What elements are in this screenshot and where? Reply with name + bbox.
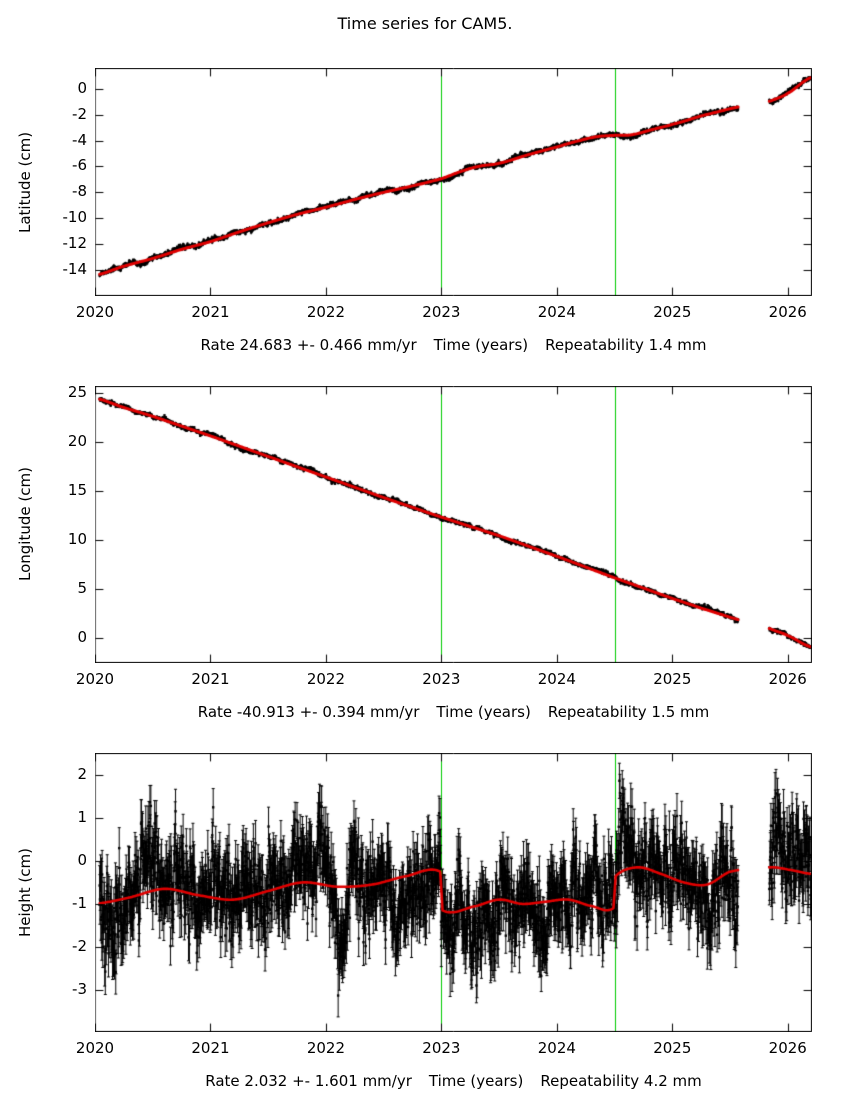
y-tick-label: -4: [72, 130, 87, 149]
y-tick-label: 2: [77, 764, 87, 783]
longitude-time-axis-label: Time (years): [436, 703, 531, 721]
longitude-axis-label: Longitude (cm): [16, 467, 34, 582]
y-tick-label: -2: [72, 104, 87, 123]
x-tick-label: 2026: [768, 670, 807, 688]
y-tick-label: -6: [72, 156, 87, 175]
x-tick-label: 2025: [653, 670, 692, 688]
y-tick-label: -8: [72, 182, 87, 201]
x-tick-label: 2026: [768, 1039, 807, 1057]
x-tick-label: 2023: [422, 303, 461, 321]
longitude-caption: Rate -40.913 +- 0.394 mm/yr Time (years) R…: [95, 703, 812, 721]
longitude-rate-label: Rate -40.913 +- 0.394 mm/yr: [197, 703, 420, 721]
x-tick-label: 2020: [75, 670, 115, 688]
figure-title: Time series for CAM5.: [337, 14, 513, 33]
x-tick-label: 2023: [422, 1039, 461, 1057]
height-rate-label: Rate 2.032 +- 1.601 mm/yr: [205, 1072, 412, 1090]
y-tick-label: -14: [62, 260, 88, 279]
y-tick-label: -10: [62, 208, 88, 227]
x-tick-label: 2022: [306, 670, 345, 688]
y-tick-label: 20: [67, 431, 87, 450]
x-tick-label: 2024: [537, 1039, 576, 1057]
latitude-plot-canvas: [95, 68, 812, 296]
latitude-repeatability-label: Repeatability 1.4 mm: [545, 336, 707, 354]
x-tick-label: 2025: [653, 303, 692, 321]
y-tick-label: 0: [77, 850, 87, 869]
height-repeatability-label: Repeatability 4.2 mm: [540, 1072, 702, 1090]
longitude-plot-canvas: [95, 386, 812, 663]
y-tick-label: 10: [67, 529, 87, 548]
x-tick-label: 2022: [306, 303, 345, 321]
latitude-time-axis-label: Time (years): [433, 336, 529, 354]
longitude-repeatability-label: Repeatability 1.5 mm: [547, 703, 710, 721]
y-tick-label: -1: [72, 893, 87, 912]
x-tick-label: 2020: [75, 1039, 115, 1057]
x-tick-label: 2021: [191, 1039, 230, 1057]
height-axis-label: Height (cm): [16, 848, 34, 937]
y-tick-label: 25: [67, 382, 87, 401]
x-tick-label: 2024: [537, 303, 576, 321]
y-tick-label: 0: [77, 627, 87, 646]
x-tick-label: 2025: [653, 1039, 692, 1057]
latitude-axis-label: Latitude (cm): [16, 131, 34, 233]
latitude-caption: Rate 24.683 +- 0.466 mm/yr Time (years) Re…: [95, 336, 812, 354]
latitude-rate-label: Rate 24.683 +- 0.466 mm/yr: [200, 336, 417, 354]
y-tick-label: -12: [62, 234, 88, 253]
y-tick-label: 15: [67, 480, 87, 499]
height-caption: Rate 2.032 +- 1.601 mm/yr Time (years) Rep…: [95, 1072, 812, 1090]
y-tick-label: 0: [77, 78, 87, 97]
y-tick-label: 1: [77, 807, 87, 826]
x-tick-label: 2021: [191, 303, 230, 321]
x-tick-label: 2023: [422, 670, 461, 688]
x-tick-label: 2024: [537, 670, 576, 688]
height-time-axis-label: Time (years): [428, 1072, 524, 1090]
y-tick-label: -2: [72, 936, 87, 955]
x-tick-label: 2020: [75, 303, 115, 321]
x-tick-label: 2026: [768, 303, 807, 321]
y-tick-label: 5: [77, 578, 87, 597]
y-tick-label: -3: [72, 979, 87, 998]
x-tick-label: 2022: [306, 1039, 345, 1057]
x-tick-label: 2021: [191, 670, 230, 688]
height-plot-canvas: [95, 753, 812, 1032]
